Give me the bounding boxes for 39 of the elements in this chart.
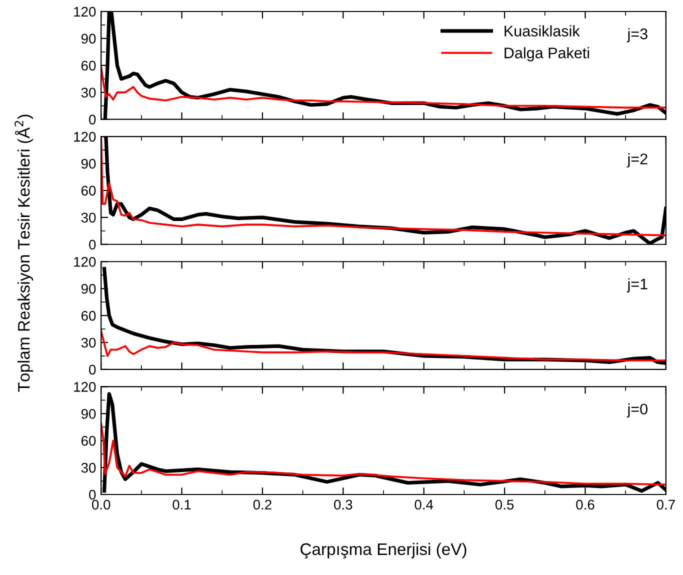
- y-tick-label: 60: [81, 186, 96, 196]
- annotation: j=1: [626, 278, 648, 292]
- legend-label: Dalga Paketi: [504, 47, 590, 62]
- y-tick-label: 90: [81, 284, 96, 294]
- annotation: j=3: [626, 28, 648, 42]
- y-tick-label: 60: [81, 310, 96, 321]
- line-series: [101, 66, 666, 109]
- line-series: [101, 422, 666, 486]
- y-tick-label: 90: [81, 34, 96, 44]
- y-tick-label: 0: [89, 114, 96, 124]
- x-tick-label: 0.0: [92, 500, 110, 510]
- y-tick-label: 120: [74, 132, 96, 142]
- y-tick-label: 60: [81, 436, 96, 446]
- y-tick-label: 0: [89, 364, 96, 375]
- x-tick-label: 0.5: [495, 500, 514, 510]
- line-series: [101, 330, 666, 362]
- x-axis-title: Çarpışma Enerjisi (eV): [300, 542, 466, 558]
- x-tick-label: 0.6: [576, 500, 594, 510]
- x-tick-label: 0.7: [656, 500, 675, 510]
- x-tick-label: 0.4: [414, 500, 434, 510]
- x-tick-label: 0.1: [172, 500, 191, 510]
- y-tick-label: 0: [89, 240, 96, 250]
- y-tick-label: 90: [81, 408, 96, 419]
- y-tick-label: 120: [74, 6, 96, 17]
- y-tick-label: 120: [74, 256, 96, 267]
- x-tick-label: 0.2: [253, 500, 272, 510]
- y-tick-label: 60: [81, 60, 96, 71]
- annotation: j=0: [626, 403, 648, 418]
- legend-label: Kuasiklasik: [504, 25, 580, 36]
- x-tick-label: 0.3: [334, 500, 352, 510]
- y-tick-label: 0: [89, 490, 96, 500]
- y-tick-label: 30: [81, 462, 96, 473]
- annotation: j=2: [626, 153, 648, 168]
- y-axis-title: Toplam Reaksiyon Tesir Kesitleri (Å$^{2}$): [14, 114, 34, 392]
- y-tick-label: 90: [81, 158, 96, 169]
- y-tick-label: 120: [74, 382, 96, 392]
- y-tick-label: 30: [81, 88, 96, 98]
- y-tick-label: 30: [81, 212, 96, 223]
- y-tick-label: 30: [81, 338, 96, 348]
